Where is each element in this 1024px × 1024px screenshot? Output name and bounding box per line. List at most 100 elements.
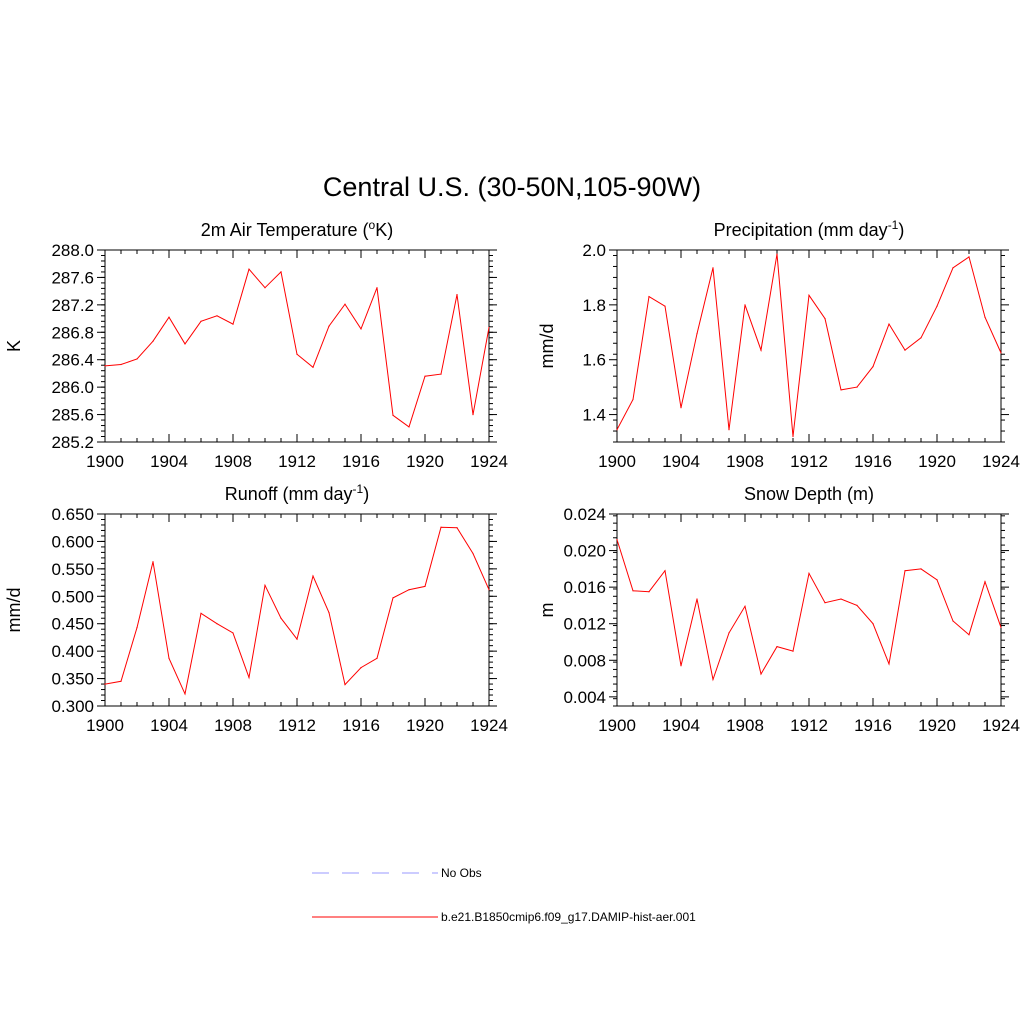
data-point: [424, 585, 426, 588]
y-tick-label: 1.8: [582, 296, 606, 315]
data-point: [152, 340, 154, 342]
data-point: [488, 589, 490, 591]
x-tick-label: 1912: [278, 716, 316, 735]
panel-title-main: Precipitation (mm day: [714, 220, 888, 240]
data-point: [408, 426, 410, 428]
legend-entry-1: No Obs: [312, 866, 482, 880]
data-point: [696, 333, 698, 335]
data-point: [776, 253, 778, 255]
x-tick-label: 1904: [662, 452, 700, 471]
data-point: [872, 623, 874, 625]
data-point: [408, 589, 410, 591]
chart-panel-2: Precipitation (mm day-1) 1900 1904 1908 1912…: [537, 218, 1020, 471]
panel-title-main: Snow Depth (m): [744, 484, 874, 504]
panel-title-main: Runoff (mm day: [225, 484, 353, 504]
y-tick-label: 0.400: [51, 642, 94, 661]
data-point: [152, 561, 154, 563]
data-point: [328, 325, 330, 327]
x-tick-label: 1924: [470, 452, 508, 471]
data-point: [808, 572, 810, 575]
panel-title-superscript: -1: [888, 218, 899, 232]
panel-title: Runoff (mm day-1): [225, 482, 369, 504]
y-tick-label: 0.450: [51, 615, 94, 634]
data-point: [232, 323, 234, 325]
y-tick-label: 1.6: [582, 351, 606, 370]
data-point: [632, 398, 634, 401]
data-point: [104, 365, 106, 367]
data-point: [232, 632, 234, 634]
data-point: [824, 318, 826, 320]
x-tick-label: 1916: [342, 716, 380, 735]
data-point: [744, 304, 746, 306]
x-tick-label: 1920: [406, 716, 444, 735]
panel-title: Precipitation (mm day-1): [714, 218, 905, 240]
data-point: [120, 680, 122, 682]
data-point: [712, 678, 714, 681]
x-tick-label: 1904: [662, 716, 700, 735]
data-point: [344, 303, 346, 305]
data-point: [888, 323, 890, 325]
data-point: [808, 294, 810, 296]
y-tick-label: 0.550: [51, 560, 94, 579]
x-tick-label: 1904: [150, 716, 188, 735]
legend-entry-2: b.e21.B1850cmip6.f09_g17.DAMIP-hist-aer.…: [312, 910, 696, 924]
x-tick-label: 1900: [86, 452, 124, 471]
data-point: [200, 320, 202, 322]
data-point: [792, 650, 794, 652]
data-point: [696, 598, 698, 600]
data-point: [392, 597, 394, 599]
x-tick-label: 1920: [918, 452, 956, 471]
data-point: [744, 605, 746, 607]
data-point: [936, 305, 938, 307]
y-tick-label: 286.0: [51, 378, 94, 397]
y-tick-label: 285.2: [51, 433, 94, 452]
y-tick-label: 287.6: [51, 268, 94, 287]
data-point: [344, 684, 346, 686]
y-axis-label: K: [4, 340, 24, 352]
data-point: [1000, 352, 1002, 354]
data-point: [616, 429, 618, 431]
x-tick-label: 1908: [214, 716, 252, 735]
figure-title: Central U.S. (30-50N,105-90W): [323, 172, 701, 202]
data-point: [376, 657, 378, 659]
y-tick-label: 0.650: [51, 505, 94, 524]
x-tick-label: 1900: [598, 716, 636, 735]
data-point: [472, 414, 474, 416]
x-tick-label: 1924: [982, 716, 1020, 735]
x-tick-label: 1900: [86, 716, 124, 735]
data-point: [456, 294, 458, 296]
y-axis-label: m: [537, 603, 557, 618]
data-point: [248, 268, 250, 270]
data-point: [168, 657, 170, 659]
data-point: [968, 634, 970, 636]
data-point: [392, 414, 394, 416]
chart-panel-4: Snow Depth (m) 1900 1904 1908 1912 1916 1920 19…: [537, 484, 1020, 735]
data-point: [296, 353, 298, 355]
y-tick-label: 0.020: [563, 542, 606, 561]
data-point: [472, 552, 474, 555]
data-point: [792, 435, 794, 438]
y-tick-label: 0.500: [51, 587, 94, 606]
legend-label: No Obs: [441, 866, 482, 880]
data-point: [184, 343, 186, 345]
data-point: [312, 575, 314, 577]
legend: No Obs b.e21.B1850cmip6.f09_g17.DAMIP-his…: [312, 866, 696, 924]
x-tick-label: 1916: [342, 452, 380, 471]
data-point: [184, 693, 186, 695]
y-tick-label: 0.012: [563, 615, 606, 634]
data-point: [680, 665, 682, 667]
data-point: [952, 267, 954, 269]
data-point: [104, 683, 106, 685]
data-point: [904, 349, 906, 351]
y-tick-label: 1.4: [582, 406, 606, 425]
data-point: [984, 581, 986, 583]
x-tick-label: 1908: [726, 452, 764, 471]
data-point: [376, 287, 378, 289]
data-point: [728, 632, 730, 634]
x-tick-label: 1900: [598, 452, 636, 471]
data-point: [200, 612, 202, 614]
x-tick-label: 1904: [150, 452, 188, 471]
y-tick-label: 0.024: [563, 505, 606, 524]
y-tick-label: 0.008: [563, 651, 606, 670]
